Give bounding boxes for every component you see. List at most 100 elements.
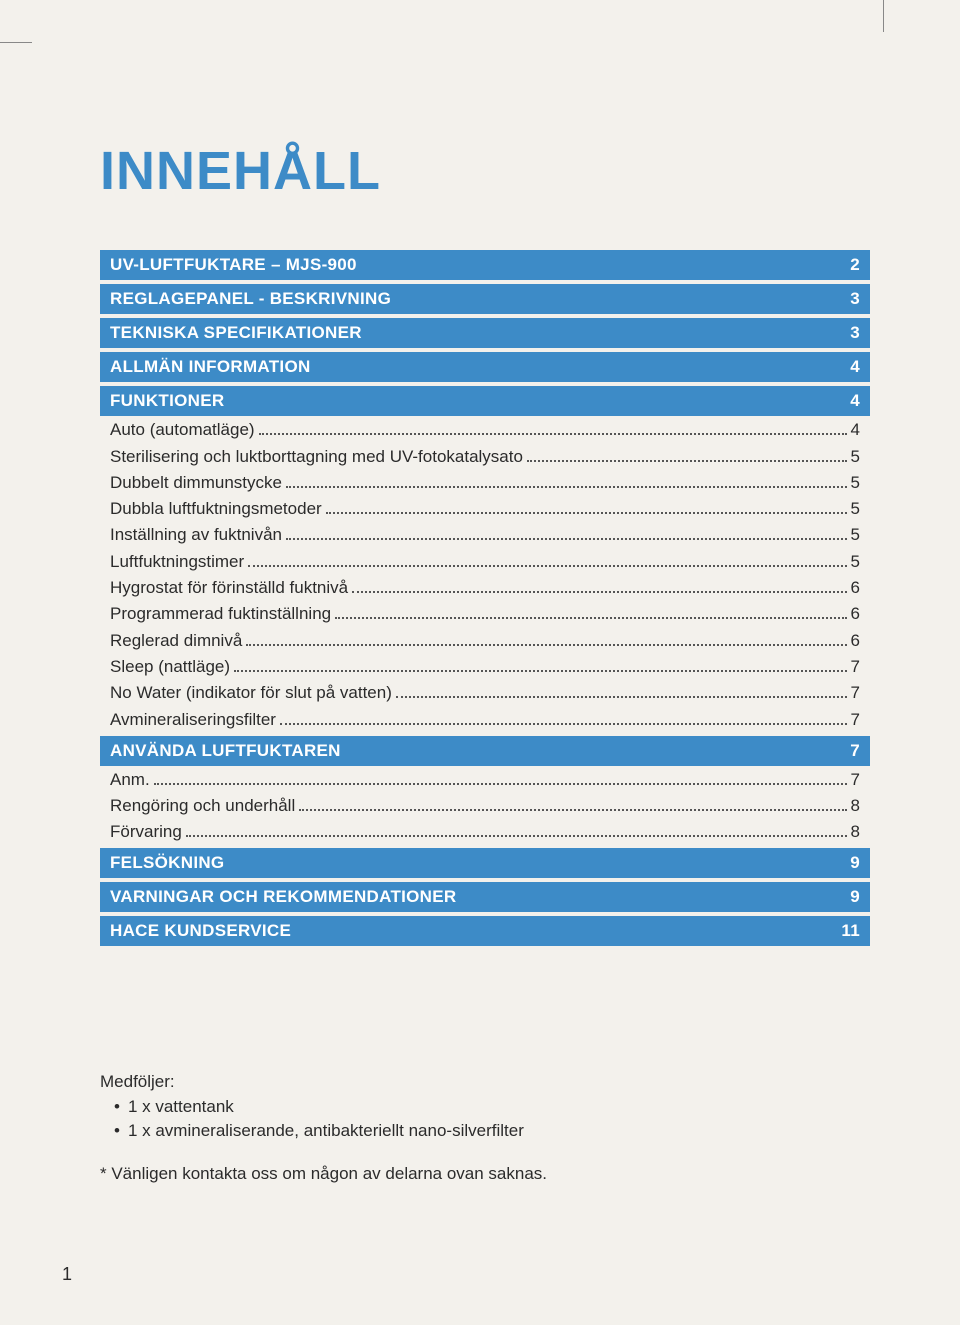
toc-sub-row: Sleep (nattläge) 7 [100,655,870,679]
page-number: 1 [62,1264,72,1285]
toc-sub-row: Dubbelt dimmunstycke 5 [100,471,870,495]
toc-section-row: ANVÄNDA LUFTFUKTAREN 7 [100,736,870,766]
toc-sub-label: Anm. [110,770,150,790]
toc-section-page: 9 [850,853,860,873]
toc-sub-label: Förvaring [110,822,182,842]
toc-section-page: 9 [850,887,860,907]
content-area: INNEHÅLL UV-LUFTFUKTARE – MJS-900 2 REGLAG… [100,140,870,946]
included-item: 1 x avmineraliserande, antibakteriellt n… [114,1119,870,1144]
toc-sub-row: Förvaring 8 [100,820,870,844]
toc-leader-dots [299,796,846,811]
toc-section-label: ALLMÄN INFORMATION [110,357,311,377]
page-title: INNEHÅLL [100,140,870,202]
toc-leader-dots [246,630,846,645]
toc-section-row: REGLAGEPANEL - BESKRIVNING 3 [100,284,870,314]
toc-section-page: 4 [850,357,860,377]
toc-sub-label: Hygrostat för förinställd fuktnivå [110,578,348,598]
crop-mark [883,0,884,32]
crop-mark [0,42,32,43]
toc-leader-dots [286,525,847,540]
toc-section-page: 3 [850,323,860,343]
toc-section-row: FUNKTIONER 4 [100,386,870,416]
toc-sub-page: 5 [851,552,860,572]
toc-sub-label: Sterilisering och luktborttagning med UV… [110,447,523,467]
toc-sub-row: No Water (indikator för slut på vatten) 7 [100,681,870,705]
toc-sub-page: 6 [851,631,860,651]
toc-sub-row: Avmineraliseringsfilter 7 [100,707,870,731]
toc-section-row: ALLMÄN INFORMATION 4 [100,352,870,382]
toc-sub-row: Auto (automatläge) 4 [100,418,870,442]
toc-leader-dots [154,770,847,785]
toc-sub-row: Sterilisering och luktborttagning med UV… [100,444,870,468]
toc-leader-dots [326,499,847,514]
toc-leader-dots [527,446,847,461]
toc-sub-page: 4 [851,420,860,440]
toc-section-label: REGLAGEPANEL - BESKRIVNING [110,289,391,309]
toc-sub-page: 6 [851,578,860,598]
toc-section-row: VARNINGAR OCH REKOMMENDATIONER 9 [100,882,870,912]
toc-section-label: ANVÄNDA LUFTFUKTAREN [110,741,341,761]
toc-leader-dots [396,683,847,698]
toc-leader-dots [259,420,847,435]
included-item: 1 x vattentank [114,1095,870,1120]
toc-section-label: FUNKTIONER [110,391,224,411]
included-heading: Medföljer: [100,1070,870,1095]
toc-section-row: FELSÖKNING 9 [100,848,870,878]
toc-sub-page: 8 [851,796,860,816]
toc-sub-label: Dubbla luftfuktningsmetoder [110,499,322,519]
toc-sub-label: Dubbelt dimmunstycke [110,473,282,493]
toc-section-page: 11 [841,921,860,941]
toc-sub-label: Programmerad fuktinställning [110,604,331,624]
toc-section-label: HACE KUNDSERVICE [110,921,291,941]
toc-sub-row: Anm. 7 [100,768,870,792]
toc-section-label: TEKNISKA SPECIFIKATIONER [110,323,362,343]
toc-section-page: 2 [850,255,860,275]
toc-section-page: 3 [850,289,860,309]
toc-leader-dots [280,709,847,724]
toc-sub-page: 7 [851,683,860,703]
toc-sub-row: Inställning av fuktnivån 5 [100,523,870,547]
toc-sub-page: 5 [851,525,860,545]
toc-section-label: UV-LUFTFUKTARE – MJS-900 [110,255,357,275]
toc-section-row: UV-LUFTFUKTARE – MJS-900 2 [100,250,870,280]
toc-leader-dots [352,578,846,593]
toc-sub-page: 5 [851,499,860,519]
toc-section-label: FELSÖKNING [110,853,224,873]
toc-sub-page: 5 [851,447,860,467]
table-of-contents: UV-LUFTFUKTARE – MJS-900 2 REGLAGEPANEL - … [100,250,870,946]
toc-section-row: TEKNISKA SPECIFIKATIONER 3 [100,318,870,348]
toc-leader-dots [286,473,847,488]
toc-sub-page: 5 [851,473,860,493]
toc-leader-dots [186,822,847,837]
toc-sub-label: Rengöring och underhåll [110,796,295,816]
included-items-list: 1 x vattentank1 x avmineraliserande, ant… [100,1095,870,1144]
toc-sub-page: 8 [851,822,860,842]
toc-sub-row: Dubbla luftfuktningsmetoder 5 [100,497,870,521]
toc-sub-label: Avmineraliseringsfilter [110,710,276,730]
toc-sub-row: Programmerad fuktinställning 6 [100,602,870,626]
toc-sub-label: Auto (automatläge) [110,420,255,440]
toc-section-page: 7 [850,741,860,761]
toc-sub-page: 6 [851,604,860,624]
missing-parts-note: * Vänligen kontakta oss om någon av dela… [100,1162,870,1187]
toc-sub-row: Hygrostat för förinställd fuktnivå 6 [100,576,870,600]
toc-sub-label: Inställning av fuktnivån [110,525,282,545]
toc-section-row: HACE KUNDSERVICE 11 [100,916,870,946]
toc-sub-label: No Water (indikator för slut på vatten) [110,683,392,703]
toc-leader-dots [248,551,846,566]
toc-sub-label: Luftfuktningstimer [110,552,244,572]
toc-sub-label: Sleep (nattläge) [110,657,230,677]
toc-sub-page: 7 [851,770,860,790]
toc-section-page: 4 [850,391,860,411]
document-page: INNEHÅLL UV-LUFTFUKTARE – MJS-900 2 REGLAG… [0,0,960,1325]
included-items-block: Medföljer: 1 x vattentank1 x avmineralis… [100,1070,870,1187]
toc-sub-row: Reglerad dimnivå 6 [100,628,870,652]
toc-leader-dots [335,604,846,619]
toc-sub-page: 7 [851,710,860,730]
toc-sub-label: Reglerad dimnivå [110,631,242,651]
toc-leader-dots [234,657,847,672]
toc-sub-row: Rengöring och underhåll 8 [100,794,870,818]
toc-section-label: VARNINGAR OCH REKOMMENDATIONER [110,887,456,907]
toc-sub-row: Luftfuktningstimer 5 [100,549,870,573]
toc-sub-page: 7 [851,657,860,677]
